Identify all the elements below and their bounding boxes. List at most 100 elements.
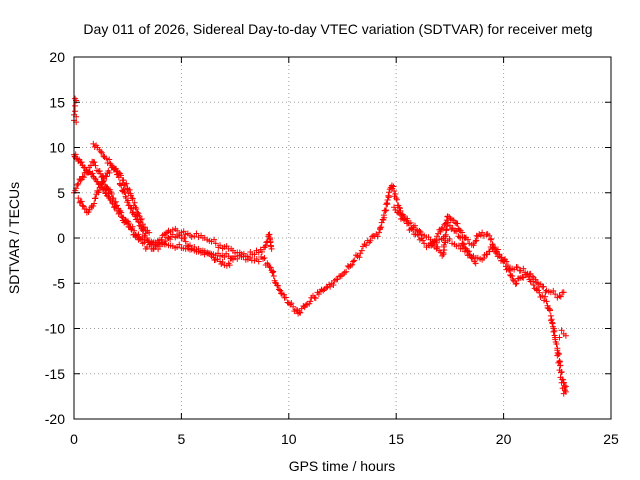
data-point (274, 282, 281, 289)
data-point (369, 233, 376, 240)
data-point (128, 226, 135, 233)
data-point (110, 195, 117, 202)
data-point (392, 190, 399, 197)
data-point (72, 108, 79, 115)
data-point (128, 195, 135, 202)
data-point (118, 209, 125, 216)
data-point (499, 257, 506, 264)
data-point (261, 255, 268, 262)
data-point (494, 246, 501, 253)
data-point (391, 204, 398, 211)
y-tick-label: 0 (57, 230, 65, 246)
data-point (381, 214, 388, 221)
data-point (136, 222, 143, 229)
data-point (441, 221, 448, 228)
data-point (84, 169, 91, 176)
data-point (558, 379, 565, 386)
data-point (486, 248, 493, 255)
data-point (493, 249, 500, 256)
data-point (548, 316, 555, 323)
data-point (108, 190, 115, 197)
data-point (211, 236, 218, 243)
data-point (129, 195, 136, 202)
data-point (300, 303, 307, 310)
data-point (465, 248, 472, 255)
data-point (530, 282, 537, 289)
data-point (539, 292, 546, 299)
data-point (72, 95, 79, 102)
data-point (560, 289, 567, 296)
x-tick-label: 5 (178, 431, 186, 447)
data-point (374, 233, 381, 240)
data-point (556, 292, 563, 299)
data-point (553, 340, 560, 347)
data-point (393, 196, 400, 203)
data-point (557, 374, 564, 381)
data-point (121, 189, 128, 196)
data-point (320, 287, 327, 294)
data-point (255, 258, 262, 265)
y-tick-label: 15 (49, 94, 65, 110)
data-point (432, 237, 439, 244)
data-point (113, 202, 120, 209)
data-point (290, 303, 297, 310)
data-point (98, 149, 105, 156)
data-point (486, 232, 493, 239)
y-tick-label: 5 (57, 185, 65, 201)
data-point (106, 156, 113, 163)
data-point (288, 300, 295, 307)
data-point (282, 294, 289, 301)
data-point (349, 261, 356, 268)
y-tick-label: 20 (49, 49, 65, 65)
data-point (302, 301, 309, 308)
data-point (504, 262, 511, 269)
y-tick-label: -20 (45, 411, 65, 427)
data-point (234, 255, 241, 262)
data-point (562, 332, 569, 339)
data-point (509, 273, 516, 280)
data-point (104, 160, 111, 167)
data-point (534, 280, 541, 287)
data-point (125, 220, 132, 227)
data-point (91, 143, 98, 150)
data-point (419, 237, 426, 244)
x-tick-label: 20 (496, 431, 512, 447)
data-point (229, 256, 236, 263)
data-point (221, 262, 228, 269)
data-point (270, 268, 277, 275)
data-point (557, 293, 564, 300)
y-tick-label: -5 (53, 275, 66, 291)
data-point (416, 227, 423, 234)
data-point (351, 257, 358, 264)
data-point (258, 248, 265, 255)
data-point (193, 230, 200, 237)
data-point (382, 207, 389, 214)
data-point (141, 224, 148, 231)
data-point (89, 170, 96, 177)
data-point (277, 287, 284, 294)
data-point (74, 181, 81, 188)
data-point (266, 263, 273, 270)
data-point (100, 178, 107, 185)
data-point (107, 160, 114, 167)
data-point (127, 223, 134, 230)
data-point (144, 235, 151, 241)
data-point (106, 169, 113, 176)
data-point (186, 242, 193, 249)
data-point (468, 254, 475, 261)
data-point (472, 238, 479, 245)
data-point (270, 273, 277, 280)
data-point (204, 249, 211, 256)
data-point (514, 264, 521, 271)
data-point (343, 268, 350, 275)
data-point (268, 245, 275, 252)
data-point (127, 192, 134, 199)
data-point (251, 251, 258, 258)
data-point (97, 184, 104, 191)
data-point (464, 236, 471, 243)
data-point (529, 273, 536, 280)
data-point (136, 235, 143, 242)
data-point (265, 232, 272, 239)
data-point (244, 253, 251, 260)
data-point (80, 203, 87, 210)
